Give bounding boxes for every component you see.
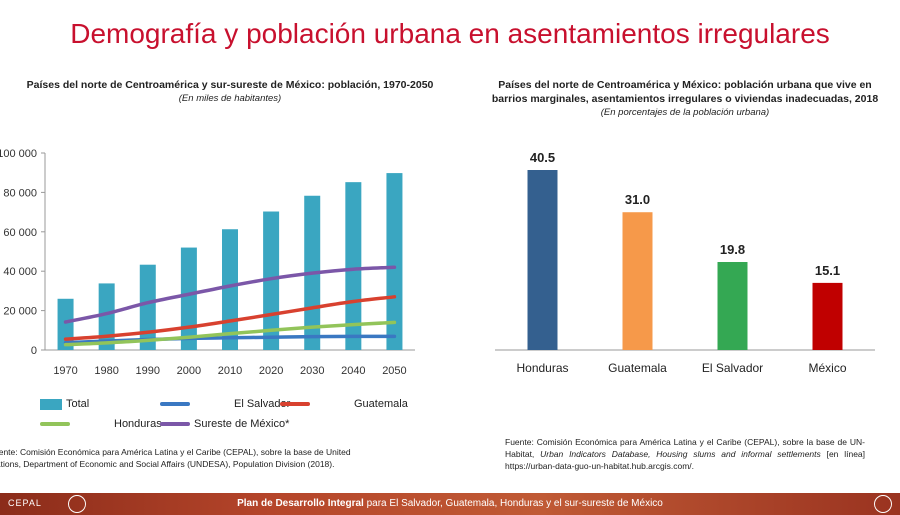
legend-label: Total <box>66 398 90 410</box>
legend-label: Guatemala <box>354 398 408 410</box>
y-tick-label: 100 000 <box>0 148 37 160</box>
data-label: 40.5 <box>530 150 555 165</box>
line-sureste-de-m-xico <box>63 265 397 324</box>
data-label: 31.0 <box>625 192 650 207</box>
x-tick-label: 2050 <box>382 365 406 377</box>
bar-total <box>139 264 156 350</box>
y-tick-label: 40 000 <box>3 266 37 278</box>
bar-el-salvador <box>717 262 748 350</box>
legend-label: Sureste de México* <box>194 418 290 430</box>
data-label: 15.1 <box>815 263 840 278</box>
legend-label: Honduras <box>114 418 162 430</box>
x-tick-label: 1980 <box>94 365 118 377</box>
legend-swatch <box>160 422 190 426</box>
footer-plan-rest: para El Salvador, Guatemala, Honduras y … <box>363 498 663 509</box>
x-tick-label: México <box>808 361 846 375</box>
x-tick-label: Honduras <box>516 361 568 375</box>
x-tick-label: 1990 <box>136 365 160 377</box>
y-tick-label: 0 <box>31 345 37 357</box>
bar-honduras <box>527 170 558 350</box>
x-tick-label: El Salvador <box>702 361 763 375</box>
y-tick-label: 60 000 <box>3 227 37 239</box>
right-chart-title: Países del norte de Centroamérica y Méxi… <box>491 79 879 105</box>
left-chart-heading: Países del norte de Centroamérica y sur-… <box>20 78 440 106</box>
right-source-italic: Urban Indicators Database, Housing slums… <box>540 449 821 459</box>
footer-org: CEPAL <box>8 498 42 508</box>
seal-logo-icon <box>874 495 892 513</box>
right-chart-source: Fuente: Comisión Económica para América … <box>505 436 865 472</box>
data-label: 19.8 <box>720 242 745 257</box>
right-source-suffix: [en línea] https://urban-data-guo-un-hab… <box>505 449 866 471</box>
legend-swatch <box>160 402 190 406</box>
footer-plan-bold: Plan de Desarrollo Integral <box>237 498 364 509</box>
x-tick-label: 2040 <box>341 365 365 377</box>
legend-item: Total <box>40 398 89 410</box>
y-tick-label: 80 000 <box>3 187 37 199</box>
x-tick-label: 2020 <box>259 365 283 377</box>
x-tick-label: 2030 <box>300 365 324 377</box>
footer-bar: CEPAL Plan de Desarrollo Integral para E… <box>0 493 900 515</box>
left-chart-source: uente: Comisión Económica para América L… <box>0 447 351 469</box>
legend-item: El Salvador <box>160 398 290 410</box>
right-chart-subtitle: (En porcentajes de la población urbana) <box>600 107 770 118</box>
line-honduras <box>63 320 397 347</box>
y-tick-label: 20 000 <box>3 306 37 318</box>
footer-plan: Plan de Desarrollo Integral para El Salv… <box>0 498 900 509</box>
x-tick-label: Guatemala <box>608 361 667 375</box>
legend-swatch <box>40 422 70 426</box>
line-guatemala <box>63 295 397 341</box>
x-tick-label: 2000 <box>177 365 201 377</box>
urban-slum-chart: 40.5 Honduras 31.0 Guatemala 19.8 El Salvador… <box>495 150 875 375</box>
legend-item: Sureste de México* <box>160 418 289 430</box>
right-source-prefix: Fuente: Comisión Económica para América … <box>505 437 865 459</box>
bar-total <box>386 173 403 350</box>
population-chart: 0 20 000 40 000 60 000 80 000 100 000 1970 1980… <box>0 148 415 377</box>
left-chart-subtitle: (En miles de habitantes) <box>178 93 282 104</box>
legend-swatch <box>280 402 310 406</box>
page-title: Demografía y población urbana en asentam… <box>70 18 830 49</box>
bar-total <box>180 247 197 350</box>
un-logo-icon <box>68 495 86 513</box>
left-chart-title: Países del norte de Centroamérica y sur-… <box>26 79 434 91</box>
right-chart-heading: Países del norte de Centroamérica y Méxi… <box>480 78 890 120</box>
bar-total <box>98 283 115 350</box>
x-tick-label: 2010 <box>218 365 242 377</box>
bar-guatemala <box>622 212 653 350</box>
x-tick-label: 1970 <box>53 365 77 377</box>
legend-item: Honduras <box>40 418 162 430</box>
bar-m-xico <box>812 282 843 350</box>
legend-swatch <box>40 398 62 410</box>
legend-item: Guatemala <box>280 398 408 410</box>
bar-total <box>345 182 362 350</box>
legend-label: El Salvador <box>234 398 291 410</box>
